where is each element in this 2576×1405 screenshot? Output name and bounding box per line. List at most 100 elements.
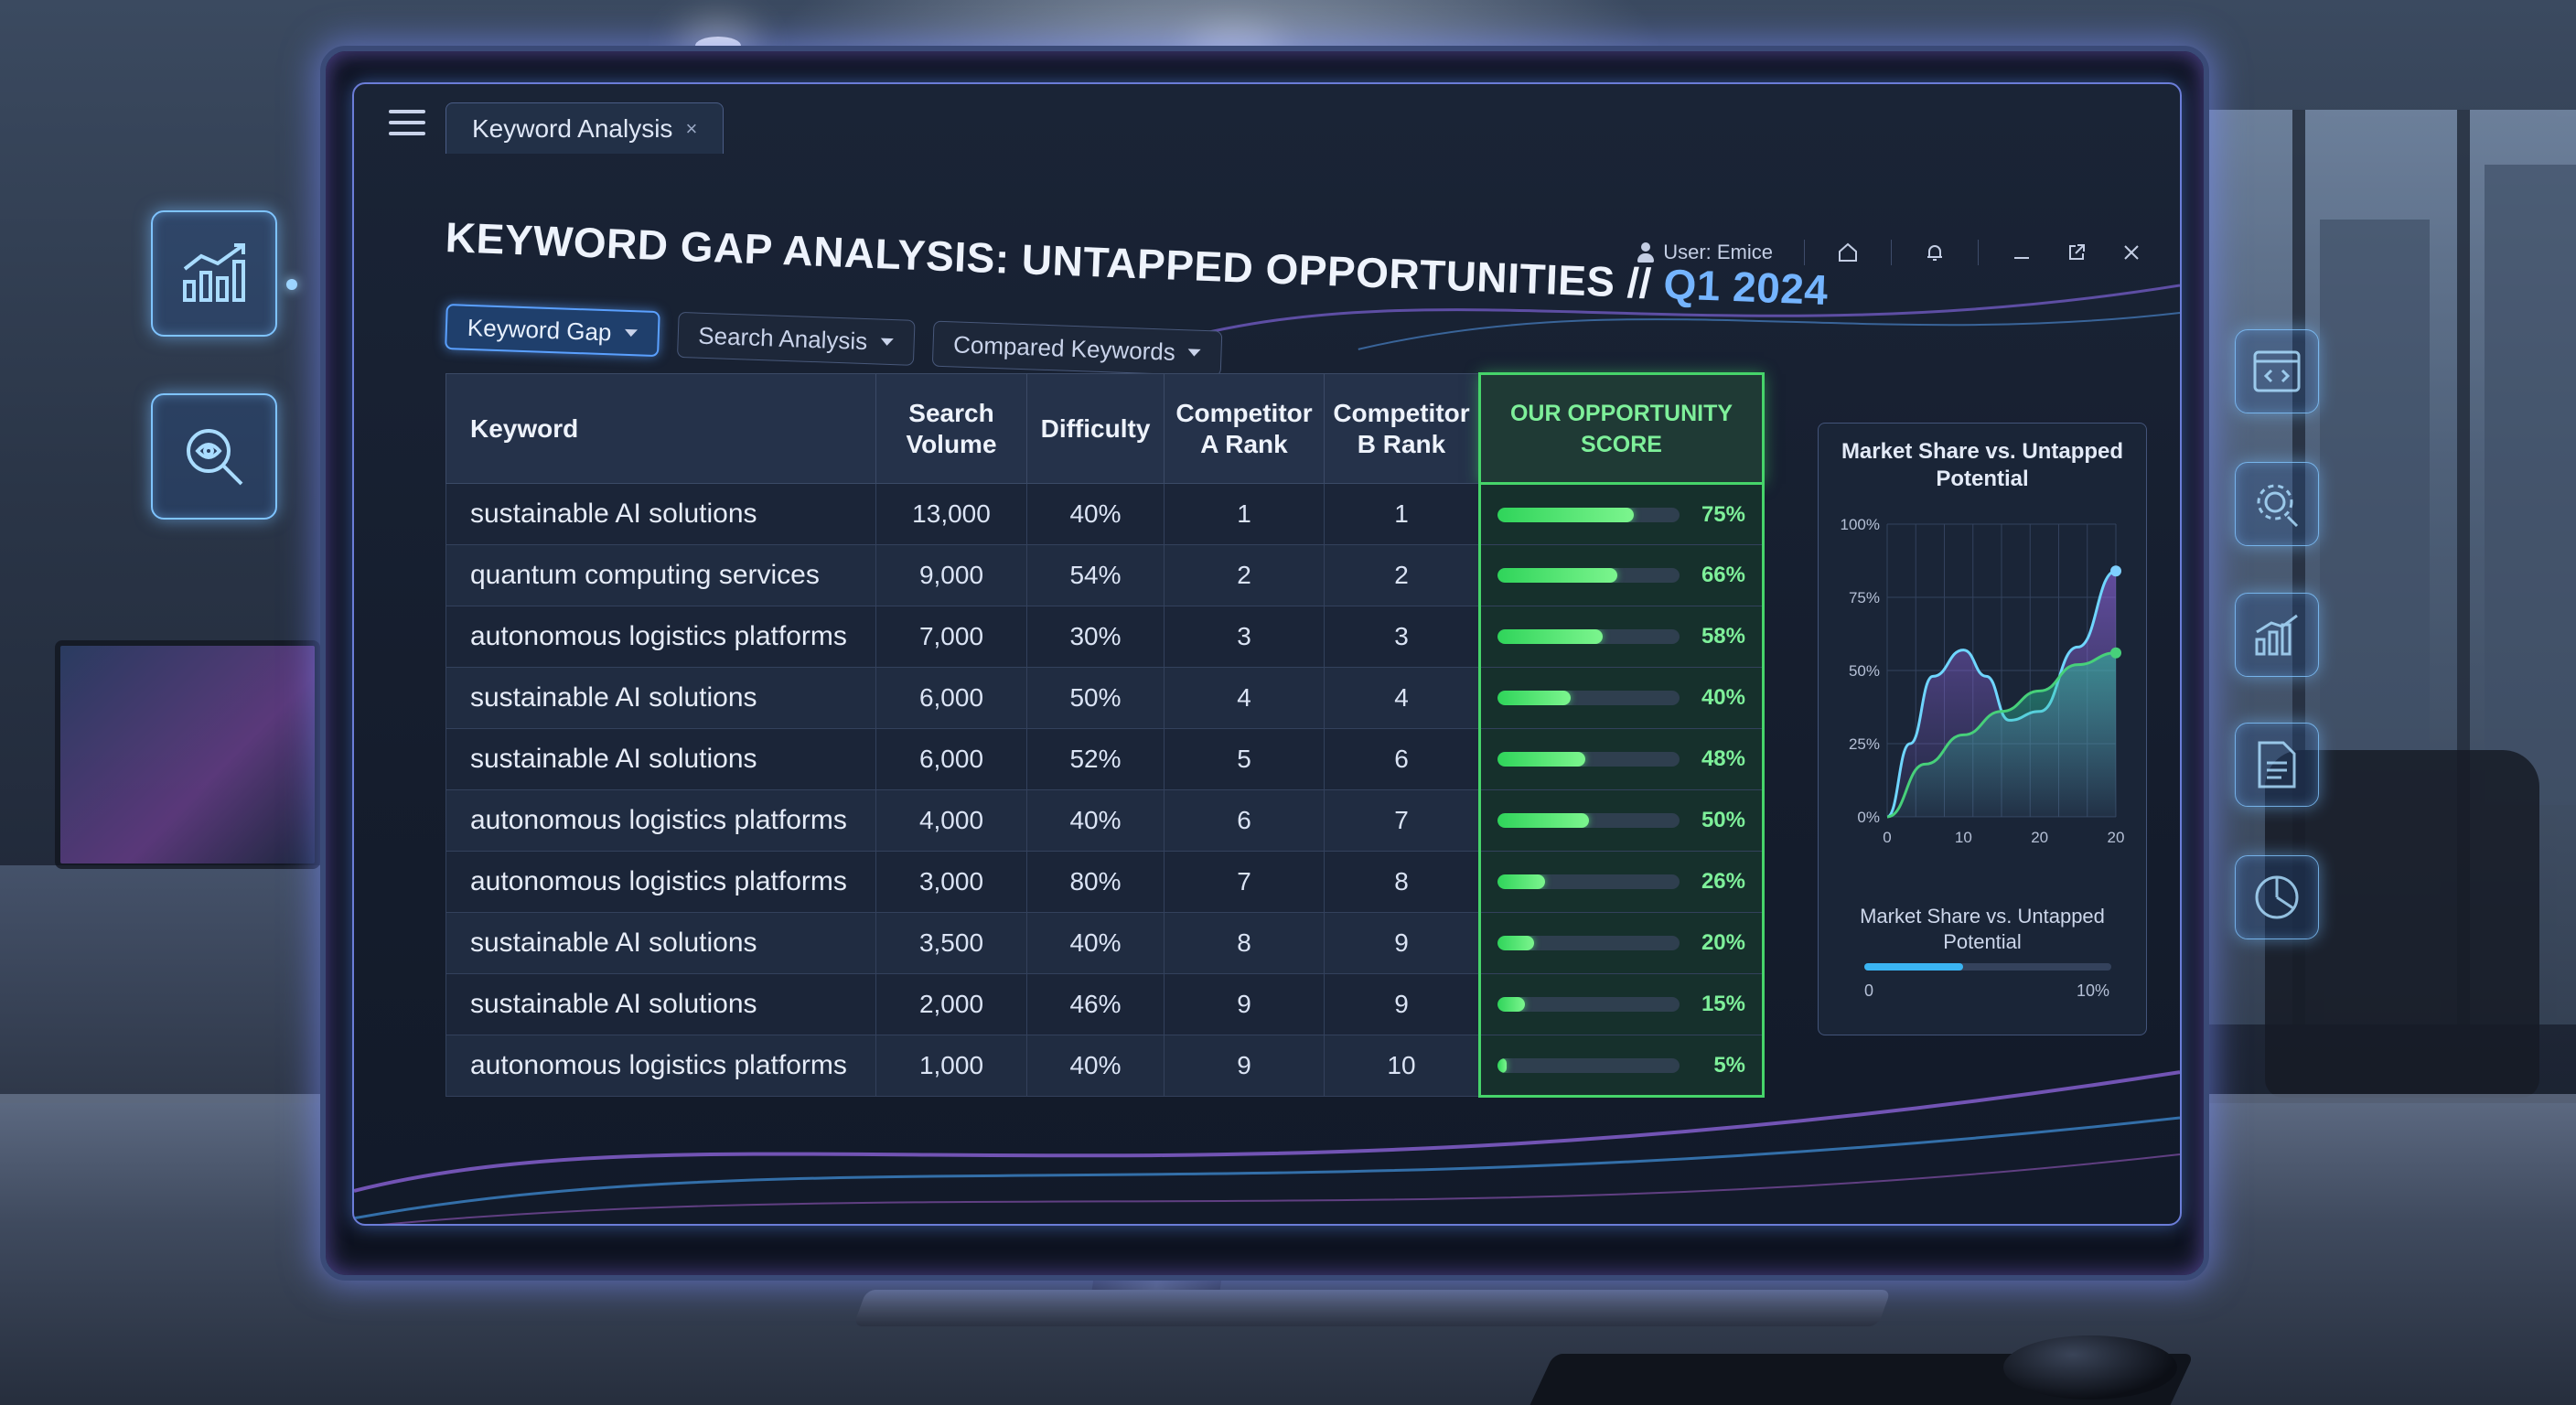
close-icon[interactable] xyxy=(2120,241,2143,264)
cell-keyword: autonomous logistics platforms xyxy=(445,789,876,852)
trend-chart-icon xyxy=(151,210,277,337)
cell-competitor-b-rank: 9 xyxy=(1324,973,1480,1035)
score-bar-track xyxy=(1497,874,1680,889)
cell-competitor-a-rank: 3 xyxy=(1164,606,1325,668)
decorative-wave xyxy=(1175,284,2180,350)
table-row[interactable]: autonomous logistics platforms 7,000 30% 3 3… xyxy=(445,606,1765,668)
filter-label: Keyword Gap xyxy=(467,313,612,346)
cell-opportunity-score: 48% xyxy=(1478,728,1765,790)
score-bar-fill xyxy=(1497,936,1534,950)
cell-search-volume: 2,000 xyxy=(875,973,1027,1035)
cell-opportunity-score: 5% xyxy=(1478,1035,1765,1098)
table-row[interactable]: sustainable AI solutions 2,000 46% 9 9 15% xyxy=(445,973,1765,1035)
page-title-period: Q1 2024 xyxy=(1662,260,1830,315)
cell-search-volume: 6,000 xyxy=(875,728,1027,790)
filter-compared-keywords[interactable]: Compared Keywords xyxy=(931,320,1223,377)
score-value: 75% xyxy=(1701,501,1745,527)
mouse xyxy=(2003,1335,2177,1400)
gear-workflow-icon xyxy=(2235,462,2319,546)
potential-range-bar xyxy=(1864,963,2111,971)
y-tick-label: 75% xyxy=(1849,589,1880,606)
x-tick-label: 20 xyxy=(2108,829,2125,846)
series-end-point xyxy=(2110,647,2121,659)
x-tick-label: 20 xyxy=(2031,829,2048,846)
column-header-opportunity-score[interactable]: OUR OPPORTUNITY SCORE xyxy=(1478,372,1765,485)
score-bar-fill xyxy=(1497,874,1545,889)
filter-search-analysis[interactable]: Search Analysis xyxy=(676,311,916,366)
score-bar-track xyxy=(1497,1057,1680,1073)
user-icon xyxy=(1637,242,1655,263)
score-value: 48% xyxy=(1701,746,1745,771)
series-end-point xyxy=(2110,565,2121,577)
cell-competitor-b-rank: 3 xyxy=(1324,606,1480,668)
cell-competitor-b-rank: 10 xyxy=(1324,1035,1480,1097)
cell-competitor-a-rank: 2 xyxy=(1164,544,1325,606)
score-bar-fill xyxy=(1497,813,1589,828)
cell-competitor-b-rank: 6 xyxy=(1324,728,1480,790)
cell-competitor-a-rank: 4 xyxy=(1164,667,1325,729)
score-bar-track xyxy=(1497,629,1680,644)
cell-keyword: quantum computing services xyxy=(445,544,876,606)
column-header-keyword[interactable]: Keyword xyxy=(445,373,876,484)
app-window: Keyword Analysis × User: Emice KEYWORD G… xyxy=(352,82,2182,1226)
monitor-stand-base xyxy=(853,1290,1892,1326)
chevron-down-icon xyxy=(624,328,638,338)
table-row[interactable]: sustainable AI solutions 6,000 52% 5 6 48% xyxy=(445,728,1765,790)
chevron-down-icon xyxy=(880,338,894,347)
table-row[interactable]: autonomous logistics platforms 4,000 40% 6 7… xyxy=(445,789,1765,852)
filter-label: Search Analysis xyxy=(697,321,868,355)
home-icon[interactable] xyxy=(1836,241,1860,264)
user-account[interactable]: User: Emice xyxy=(1637,241,1773,264)
cell-opportunity-score: 50% xyxy=(1478,789,1765,852)
table-row[interactable]: quantum computing services 9,000 54% 2 2 66% xyxy=(445,544,1765,606)
score-bar-fill xyxy=(1497,568,1618,583)
cell-opportunity-score: 40% xyxy=(1478,667,1765,729)
cell-search-volume: 7,000 xyxy=(875,606,1027,668)
column-header-search-volume[interactable]: Search Volume xyxy=(875,373,1027,484)
series-area-2 xyxy=(1887,652,2116,817)
cell-competitor-a-rank: 1 xyxy=(1164,483,1325,545)
score-bar-track xyxy=(1497,568,1680,583)
cell-search-volume: 1,000 xyxy=(875,1035,1027,1097)
cell-keyword: sustainable AI solutions xyxy=(445,912,876,974)
column-header-competitor-b-rank[interactable]: Competitor B Rank xyxy=(1324,373,1480,484)
cell-competitor-b-rank: 9 xyxy=(1324,912,1480,974)
cell-keyword: sustainable AI solutions xyxy=(445,973,876,1035)
table-row[interactable]: sustainable AI solutions 13,000 40% 1 1 75% xyxy=(445,483,1765,545)
score-bar-track xyxy=(1497,997,1680,1012)
bell-icon[interactable] xyxy=(1923,241,1947,264)
cell-opportunity-score: 20% xyxy=(1478,912,1765,974)
score-bar-track xyxy=(1497,507,1680,522)
y-tick-label: 0% xyxy=(1857,809,1880,826)
cell-search-volume: 3,500 xyxy=(875,912,1027,974)
filter-keyword-gap[interactable]: Keyword Gap xyxy=(445,304,660,358)
cell-difficulty: 52% xyxy=(1026,728,1165,790)
hamburger-menu-icon[interactable] xyxy=(389,110,425,139)
cell-competitor-b-rank: 4 xyxy=(1324,667,1480,729)
cell-keyword: sustainable AI solutions xyxy=(445,728,876,790)
cell-difficulty: 40% xyxy=(1026,912,1165,974)
series-line-1 xyxy=(1886,569,2117,819)
column-header-competitor-a-rank[interactable]: Competitor A Rank xyxy=(1164,373,1325,484)
tab-close-icon[interactable]: × xyxy=(685,116,698,140)
column-header-difficulty[interactable]: Difficulty xyxy=(1026,373,1165,484)
cell-opportunity-score: 58% xyxy=(1478,606,1765,668)
table-row[interactable]: sustainable AI solutions 3,500 40% 8 9 20% xyxy=(445,912,1765,974)
decorative-wave xyxy=(354,1070,2180,1224)
keyword-table: Keyword Search Volume Difficulty Competi… xyxy=(445,372,1765,1159)
tab-label: Keyword Analysis xyxy=(472,113,673,143)
table-row[interactable]: autonomous logistics platforms 3,000 80% 7 8… xyxy=(445,851,1765,913)
cell-competitor-b-rank: 2 xyxy=(1324,544,1480,606)
minimize-icon[interactable] xyxy=(2010,241,2034,264)
background-desk xyxy=(0,865,329,1103)
search-analytics-icon xyxy=(151,393,277,520)
score-bar-track xyxy=(1497,813,1680,828)
table-row[interactable]: autonomous logistics platforms 1,000 40% 9 1… xyxy=(445,1035,1765,1098)
cell-competitor-a-rank: 9 xyxy=(1164,973,1325,1035)
table-row[interactable]: sustainable AI solutions 6,000 50% 4 4 40% xyxy=(445,667,1765,729)
score-value: 5% xyxy=(1713,1052,1745,1078)
tab-keyword-analysis[interactable]: Keyword Analysis × xyxy=(445,102,724,154)
cell-competitor-a-rank: 8 xyxy=(1164,912,1325,974)
cell-keyword: sustainable AI solutions xyxy=(445,667,876,729)
popout-icon[interactable] xyxy=(2065,241,2088,264)
